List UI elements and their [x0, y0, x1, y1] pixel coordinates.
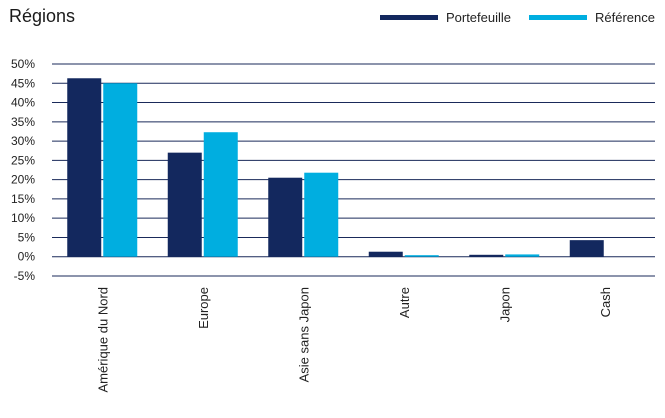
legend: Portefeuille Référence	[379, 10, 655, 25]
y-tick-label: 10%	[11, 211, 35, 225]
bar-reference	[203, 132, 238, 257]
bar-reference	[304, 172, 339, 257]
bar-reference	[404, 255, 439, 257]
y-tick-label: 30%	[11, 134, 35, 148]
bar-portefeuille	[368, 251, 403, 257]
x-tick-label: Cash	[598, 287, 613, 317]
legend-label-reference: Référence	[595, 10, 655, 25]
bar-portefeuille	[469, 254, 504, 257]
y-tick-label: -5%	[14, 269, 36, 283]
legend-swatch-portefeuille	[379, 15, 438, 20]
legend-swatch-reference	[529, 15, 588, 20]
y-tick-label: 25%	[11, 153, 35, 167]
legend-item-portefeuille: Portefeuille	[379, 10, 512, 25]
x-tick-label: Asie sans Japon	[296, 287, 311, 382]
y-tick-label: 0%	[18, 250, 36, 264]
chart-title: Régions	[9, 6, 76, 26]
y-tick-label: 50%	[11, 57, 35, 71]
y-tick-label: 40%	[11, 96, 35, 110]
bar-portefeuille	[569, 240, 604, 257]
bar-portefeuille	[167, 152, 202, 257]
bar-reference	[505, 254, 540, 257]
legend-label-portefeuille: Portefeuille	[445, 10, 512, 25]
y-tick-label: 15%	[11, 192, 35, 206]
y-tick-label: 5%	[18, 230, 36, 244]
x-tick-label: Japon	[497, 287, 512, 322]
x-tick-label: Europe	[196, 287, 211, 329]
y-tick-label: 45%	[11, 76, 35, 90]
x-tick-label: Autre	[397, 287, 412, 318]
y-tick-label: 35%	[11, 115, 35, 129]
y-tick-label: 20%	[11, 173, 35, 187]
legend-item-reference: Référence	[529, 10, 655, 25]
x-tick-label: Amérique du Nord	[95, 287, 110, 393]
bar-portefeuille	[67, 78, 102, 257]
bar-portefeuille	[268, 177, 303, 257]
bar-reference	[103, 83, 138, 257]
